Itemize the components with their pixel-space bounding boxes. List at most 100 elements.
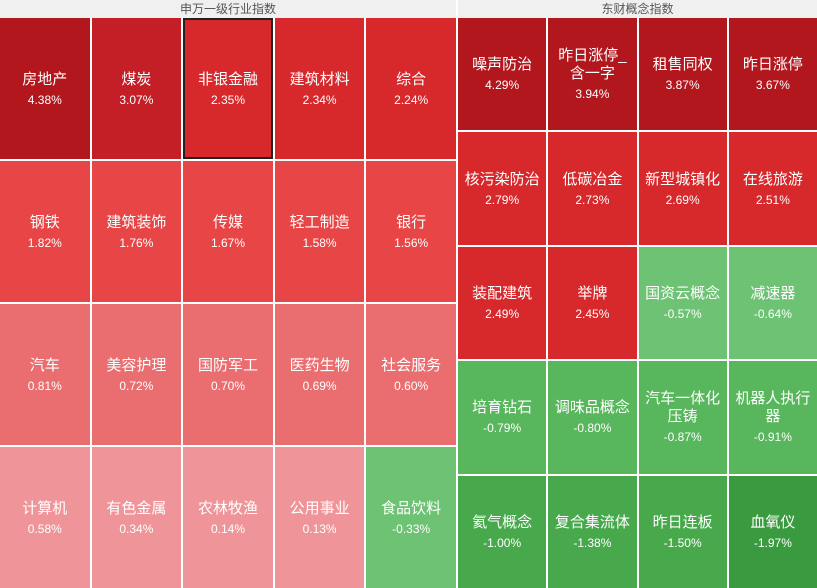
- tile-change: 0.69%: [302, 378, 337, 393]
- tile-name: 在线旅游: [742, 170, 803, 188]
- tile[interactable]: 有色金属 0.34%: [91, 447, 182, 588]
- tile-name: 食品饮料: [381, 499, 442, 517]
- tile-change: 1.82%: [27, 235, 62, 250]
- tile-change: 2.45%: [575, 306, 610, 321]
- tile-change: -0.79%: [483, 421, 522, 436]
- tile[interactable]: 轻工制造 1.58%: [274, 161, 365, 302]
- tile[interactable]: 在线旅游 2.51%: [728, 132, 817, 245]
- tile[interactable]: 建筑材料 2.34%: [274, 18, 365, 159]
- tile[interactable]: 煤炭 3.07%: [91, 18, 182, 159]
- tile-change: -1.38%: [573, 535, 612, 550]
- tile-name: 汽车: [29, 356, 60, 374]
- tile[interactable]: 非银金融 2.35%: [183, 18, 273, 159]
- tile-name: 非银金融: [197, 70, 258, 88]
- tile[interactable]: 美容护理 0.72%: [91, 304, 182, 445]
- tile-change: 3.07%: [119, 92, 154, 107]
- tile-change: 2.69%: [665, 192, 700, 207]
- tile-change: 3.87%: [665, 78, 700, 93]
- tile-change: -0.57%: [663, 306, 702, 321]
- tile-name: 医药生物: [289, 356, 350, 374]
- tile-change: 0.70%: [210, 378, 245, 393]
- tile-name: 噪声防治: [472, 56, 533, 74]
- tile-name: 钢铁: [29, 213, 60, 231]
- tile[interactable]: 机器人执行器 -0.91%: [728, 361, 817, 474]
- tile-change: -1.00%: [483, 535, 522, 550]
- tile[interactable]: 社会服务 0.60%: [366, 304, 456, 445]
- tile[interactable]: 复合集流体 -1.38%: [548, 475, 637, 588]
- tile-change: 0.81%: [27, 378, 62, 393]
- tile-change: -0.33%: [392, 521, 431, 536]
- tile-name: 血氧仪: [750, 513, 796, 531]
- tile[interactable]: 租售同权 3.87%: [638, 18, 727, 131]
- tile-name: 计算机: [22, 499, 68, 517]
- tile-change: 2.35%: [210, 92, 245, 107]
- tile[interactable]: 建筑装饰 1.76%: [91, 161, 182, 302]
- tile-name: 国资云概念: [645, 284, 721, 302]
- tile-change: 0.34%: [119, 521, 154, 536]
- tile-name: 公用事业: [289, 499, 350, 517]
- tile[interactable]: 低碳冶金 2.73%: [548, 132, 637, 245]
- tile[interactable]: 综合 2.24%: [366, 18, 456, 159]
- tile[interactable]: 培育钻石 -0.79%: [458, 361, 547, 474]
- tile-name: 昨日涨停: [742, 56, 803, 74]
- tile[interactable]: 医药生物 0.69%: [274, 304, 365, 445]
- tile[interactable]: 昨日涨停_含一字 3.94%: [548, 18, 637, 131]
- tile-name: 减速器: [750, 284, 796, 302]
- tile-change: -0.64%: [753, 306, 792, 321]
- tile[interactable]: 核污染防治 2.79%: [458, 132, 547, 245]
- tile-change: -0.80%: [573, 421, 612, 436]
- tile[interactable]: 昨日涨停 3.67%: [728, 18, 817, 131]
- tile[interactable]: 汽车 0.81%: [0, 304, 90, 445]
- tile-change: -1.97%: [753, 535, 792, 550]
- tile-name: 综合: [396, 70, 427, 88]
- tile[interactable]: 公用事业 0.13%: [274, 447, 365, 588]
- tile-name: 调味品概念: [554, 399, 630, 417]
- tile[interactable]: 银行 1.56%: [366, 161, 456, 302]
- tile-name: 农林牧渔: [197, 499, 258, 517]
- tile-change: 2.51%: [755, 192, 790, 207]
- tile[interactable]: 房地产 4.38%: [0, 18, 90, 159]
- tile-name: 建筑装饰: [106, 213, 167, 231]
- tile-change: -0.91%: [753, 430, 792, 445]
- tile-name: 低碳冶金: [562, 170, 623, 188]
- tile-name: 装配建筑: [472, 284, 533, 302]
- tile[interactable]: 调味品概念 -0.80%: [548, 361, 637, 474]
- tile[interactable]: 钢铁 1.82%: [0, 161, 90, 302]
- tile[interactable]: 氦气概念 -1.00%: [458, 475, 547, 588]
- tile-name: 建筑材料: [289, 70, 350, 88]
- tile-name: 租售同权: [652, 56, 713, 74]
- tile[interactable]: 举牌 2.45%: [548, 246, 637, 360]
- tile-name: 传媒: [212, 213, 243, 231]
- tile-change: 2.24%: [394, 92, 429, 107]
- tile[interactable]: 新型城镇化 2.69%: [638, 132, 727, 245]
- tile[interactable]: 装配建筑 2.49%: [458, 246, 547, 360]
- tile-change: 1.76%: [119, 235, 154, 250]
- tile-name: 机器人执行器: [735, 390, 811, 426]
- tile[interactable]: 昨日连板 -1.50%: [638, 475, 727, 588]
- tile[interactable]: 减速器 -0.64%: [728, 246, 817, 360]
- tile-name: 核污染防治: [464, 170, 540, 188]
- tile[interactable]: 血氧仪 -1.97%: [728, 475, 817, 588]
- tile-name: 社会服务: [381, 356, 442, 374]
- tile-name: 煤炭: [121, 70, 152, 88]
- tile[interactable]: 国防军工 0.70%: [183, 304, 273, 445]
- tile-name: 国防军工: [197, 356, 258, 374]
- tile[interactable]: 噪声防治 4.29%: [458, 18, 547, 131]
- tile-change: 1.67%: [210, 235, 245, 250]
- tile-change: -0.87%: [663, 430, 702, 445]
- tile[interactable]: 计算机 0.58%: [0, 447, 90, 588]
- tile-name: 昨日连板: [652, 513, 713, 531]
- tile[interactable]: 国资云概念 -0.57%: [638, 246, 727, 360]
- tile[interactable]: 食品饮料 -0.33%: [366, 447, 456, 588]
- tile-name: 汽车一体化压铸: [645, 390, 721, 426]
- tile[interactable]: 传媒 1.67%: [183, 161, 273, 302]
- tile-change: 2.49%: [485, 306, 520, 321]
- tile-grid: 房地产 4.38% 煤炭 3.07% 非银金融 2.35% 建筑材料 2.34% 综合 2.24%…: [0, 18, 456, 588]
- tile-change: 2.73%: [575, 192, 610, 207]
- tile-change: 2.79%: [485, 192, 520, 207]
- tile-name: 美容护理: [106, 356, 167, 374]
- tile[interactable]: 农林牧渔 0.14%: [183, 447, 273, 588]
- tile-name: 昨日涨停_含一字: [558, 47, 627, 83]
- tile[interactable]: 汽车一体化压铸 -0.87%: [638, 361, 727, 474]
